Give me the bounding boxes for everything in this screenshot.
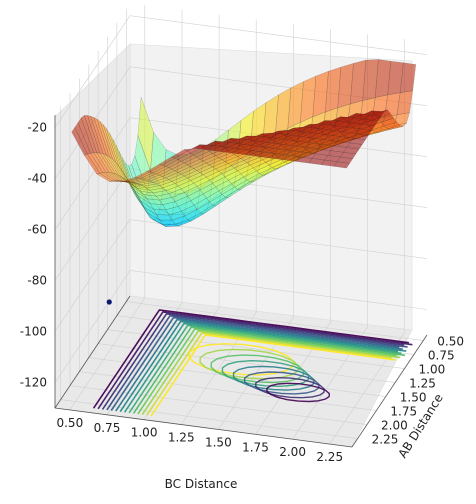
surface-patch xyxy=(183,144,200,152)
y-tick-label: 0.50 xyxy=(437,335,464,349)
contour-line xyxy=(106,314,408,411)
contour-line xyxy=(92,309,410,409)
z-tick-label: -80 xyxy=(27,274,47,288)
contour-loop xyxy=(221,359,310,388)
surface-patch xyxy=(283,154,301,162)
contour-line xyxy=(141,330,401,416)
y-tick-label: 2.00 xyxy=(381,419,408,433)
y-tick-label: 1.50 xyxy=(400,391,427,405)
x-tick-labels: 0.50 0.75 1.00 1.25 1.50 1.75 2.00 2.25 xyxy=(56,416,343,464)
surface-patch xyxy=(133,171,151,179)
z-tick-label: -120 xyxy=(20,376,47,390)
axis-edge xyxy=(54,295,131,409)
x-tick-label: 2.25 xyxy=(316,450,343,464)
z-grid-line xyxy=(54,219,428,332)
z-tick-label: -20 xyxy=(27,121,47,135)
y-tick-label: 0.75 xyxy=(428,349,455,363)
x-tick-label: 2.00 xyxy=(279,445,306,459)
surface-patch xyxy=(271,153,288,161)
contour-loop xyxy=(243,371,320,395)
contour-line xyxy=(137,328,397,415)
y-tick-label: 1.00 xyxy=(419,363,446,377)
contour-loop xyxy=(255,376,325,399)
contour-loop xyxy=(266,382,331,403)
x-tick-label: 1.25 xyxy=(168,431,195,445)
y-tick-label: 1.75 xyxy=(390,405,417,419)
contour-loop xyxy=(210,354,305,384)
x-grid-line xyxy=(106,9,183,415)
z-tick-label: -100 xyxy=(20,325,47,339)
z-tick-label: -60 xyxy=(27,223,47,237)
axis-edge xyxy=(54,407,353,448)
contour-projection xyxy=(92,309,413,417)
minimum-marker xyxy=(106,299,112,305)
x-tick-label: 1.75 xyxy=(242,440,269,454)
z-grid-line xyxy=(54,15,428,128)
surface-patch xyxy=(158,156,176,166)
axis-edge xyxy=(351,334,428,448)
x-tick-label: 1.00 xyxy=(131,426,158,440)
surface-patch xyxy=(296,156,313,164)
y-tick-labels: 0.500.751.001.251.501.752.002.25 xyxy=(372,335,464,447)
surface-patch xyxy=(96,172,113,182)
x-grid-line xyxy=(69,4,146,411)
contour-line xyxy=(115,318,403,412)
x-tick-label: 0.75 xyxy=(94,421,121,435)
contour-line xyxy=(132,326,406,414)
x-tick-label: 0.50 xyxy=(56,416,83,430)
x-axis-label: BC Distance xyxy=(165,477,238,491)
contour-line xyxy=(110,316,400,411)
x-tick-label: 1.50 xyxy=(205,435,232,449)
z-tick-label: -40 xyxy=(27,172,47,186)
z-grid-line xyxy=(54,270,428,383)
energy-surface xyxy=(71,59,417,227)
contour-line xyxy=(123,322,399,413)
x-grid-line xyxy=(329,39,406,445)
surface-patch xyxy=(71,126,88,156)
contour-line xyxy=(101,312,405,410)
contour-line xyxy=(128,324,402,414)
axis-lines xyxy=(54,115,428,448)
z-tick-labels: -20 -40 -60 -80 -100 -120 xyxy=(20,121,47,390)
contour-line xyxy=(150,334,396,417)
y-tick-label: 1.25 xyxy=(409,377,436,391)
surface-patch xyxy=(258,151,276,159)
y-tick-label: 2.25 xyxy=(372,433,399,447)
contour-line xyxy=(119,320,407,413)
contour-loop xyxy=(188,343,295,376)
contour-line xyxy=(146,332,393,416)
contour-loop xyxy=(232,365,315,391)
contour-line xyxy=(97,311,413,410)
